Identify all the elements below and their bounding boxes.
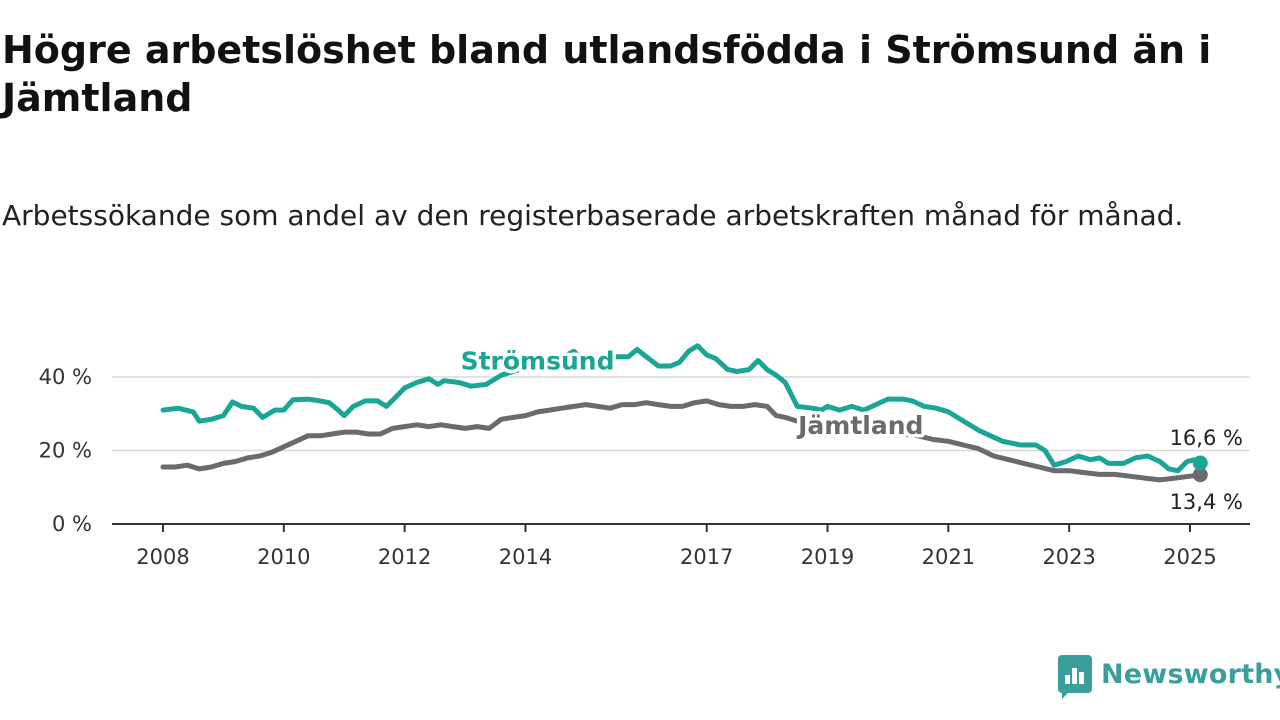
newsworthy-logo[interactable]: Newsworthy	[1058, 654, 1280, 699]
chart-title: Högre arbetslöshet bland utlandsfödda i …	[2, 28, 1212, 120]
x-tick-label: 2023	[1042, 545, 1095, 569]
series-line-strömsund	[160, 343, 1203, 474]
x-tick-label: 2017	[680, 545, 733, 569]
series-lines	[160, 343, 1208, 483]
series-label-jämtland: Jämtland	[796, 411, 923, 440]
x-tick-label: 2008	[136, 545, 189, 569]
chart-subtitle: Arbetssökande som andel av den registerb…	[2, 199, 1184, 232]
series-endpoint-strömsund	[1192, 455, 1208, 471]
x-tick-label: 2019	[801, 545, 854, 569]
series-line-jämtland	[160, 398, 1203, 483]
axes: 0 % 20 % 40 % 2008 2010 2012 2014 2017 2019 2021 2…	[39, 365, 1250, 569]
x-tick-label: 2025	[1163, 545, 1216, 569]
x-tick-label: 2012	[378, 545, 431, 569]
newsworthy-logo-text: Newsworthy	[1101, 658, 1280, 690]
series-label-halo: Strömsund	[461, 347, 615, 376]
x-tick-label: 2010	[257, 545, 310, 569]
gridlines	[112, 376, 1250, 452]
end-value-label-strömsund: 16,6 %	[1170, 426, 1243, 450]
newsworthy-logo-icon	[1058, 655, 1092, 699]
y-tick-label: 40 %	[39, 365, 92, 389]
x-tick-label: 2014	[499, 545, 552, 569]
y-tick-label: 0 %	[52, 512, 92, 536]
series-label-halo: Jämtland	[796, 411, 923, 440]
end-value-label-jämtland: 13,4 %	[1170, 490, 1243, 514]
y-tick-label: 20 %	[39, 439, 92, 463]
series-label-strömsund: Strömsund	[461, 347, 615, 376]
series-endpoint-jämtland	[1192, 467, 1208, 483]
x-tick-label: 2021	[922, 545, 975, 569]
